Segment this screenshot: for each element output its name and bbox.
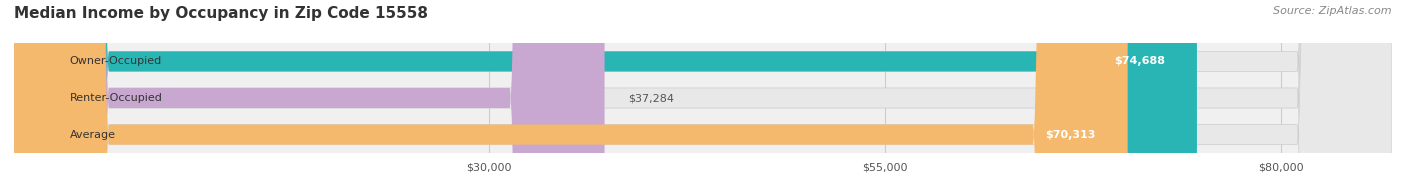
Text: Source: ZipAtlas.com: Source: ZipAtlas.com: [1274, 6, 1392, 16]
FancyBboxPatch shape: [14, 0, 1392, 196]
Text: Median Income by Occupancy in Zip Code 15558: Median Income by Occupancy in Zip Code 1…: [14, 6, 427, 21]
Text: Average: Average: [69, 130, 115, 140]
Text: Owner-Occupied: Owner-Occupied: [69, 56, 162, 66]
Text: $70,313: $70,313: [1046, 130, 1097, 140]
Text: Renter-Occupied: Renter-Occupied: [69, 93, 162, 103]
FancyBboxPatch shape: [14, 0, 1392, 196]
FancyBboxPatch shape: [14, 0, 1128, 196]
Text: $74,688: $74,688: [1115, 56, 1166, 66]
FancyBboxPatch shape: [14, 0, 1197, 196]
FancyBboxPatch shape: [14, 0, 605, 196]
Text: $37,284: $37,284: [628, 93, 675, 103]
FancyBboxPatch shape: [14, 0, 1392, 196]
